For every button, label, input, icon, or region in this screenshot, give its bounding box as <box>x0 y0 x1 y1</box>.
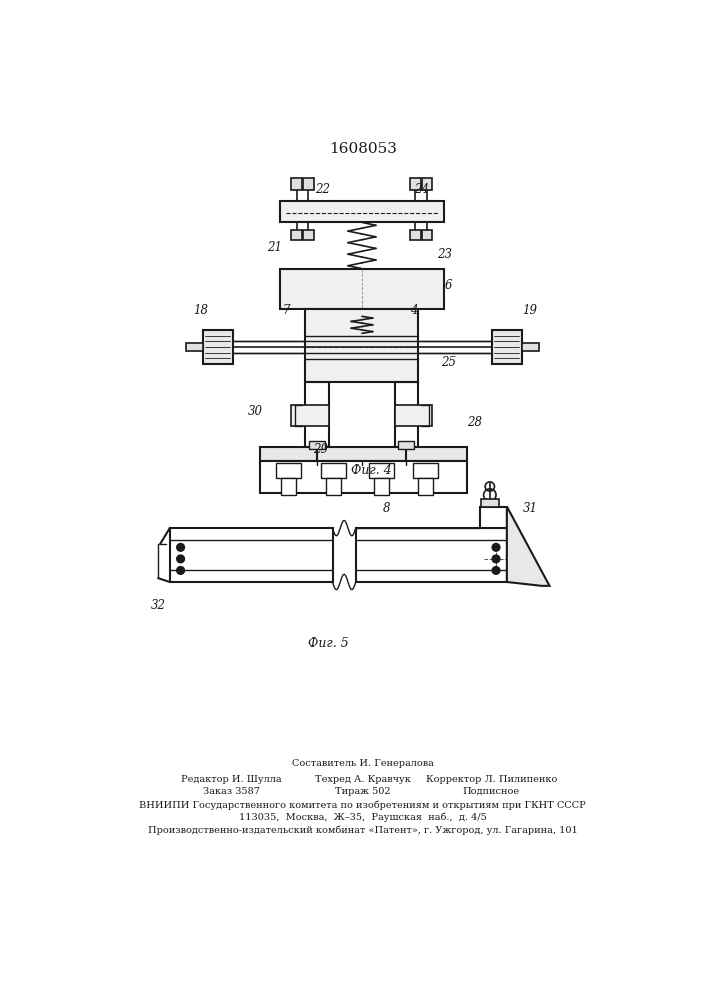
Bar <box>280 269 444 309</box>
Bar <box>281 478 296 495</box>
Bar <box>291 178 303 190</box>
Bar <box>395 405 432 426</box>
Bar <box>186 343 203 351</box>
Bar <box>522 343 539 351</box>
Text: 113035,  Москва,  Ж–35,  Раушская  наб.,  д. 4/5: 113035, Москва, Ж–35, Раушская наб., д. … <box>239 813 486 822</box>
Bar <box>421 178 433 190</box>
Bar <box>303 230 314 240</box>
Text: Фиг. 4: Фиг. 4 <box>351 464 392 477</box>
Circle shape <box>177 567 185 574</box>
Bar <box>291 230 303 240</box>
Text: 28: 28 <box>467 416 482 429</box>
Text: 25: 25 <box>441 356 456 369</box>
Circle shape <box>492 543 500 551</box>
Circle shape <box>492 555 500 563</box>
Text: 24: 24 <box>414 183 429 196</box>
Polygon shape <box>507 507 549 586</box>
Text: 29: 29 <box>313 443 328 456</box>
Bar <box>356 528 507 582</box>
Circle shape <box>177 543 185 551</box>
Bar <box>481 499 499 507</box>
Text: 22: 22 <box>315 183 330 196</box>
Text: Корректор Л. Пилипенко: Корректор Л. Пилипенко <box>426 775 557 784</box>
Bar <box>418 478 433 495</box>
Bar <box>170 528 332 582</box>
Text: 4: 4 <box>410 304 418 317</box>
Bar <box>480 507 507 528</box>
Text: Фиг. 5: Фиг. 5 <box>308 637 349 650</box>
Text: Тираж 502: Тираж 502 <box>335 787 390 796</box>
Text: 7: 7 <box>282 304 290 317</box>
Text: 19: 19 <box>522 304 537 317</box>
Bar <box>369 463 394 478</box>
Text: 30: 30 <box>247 405 262 418</box>
Circle shape <box>177 555 185 563</box>
Text: Составитель И. Генералова: Составитель И. Генералова <box>292 759 433 768</box>
Bar <box>305 309 418 382</box>
Bar <box>309 441 325 449</box>
Text: 8: 8 <box>383 502 390 515</box>
Text: 32: 32 <box>151 599 165 612</box>
Bar <box>291 405 329 426</box>
Text: 1608053: 1608053 <box>329 142 397 156</box>
Bar <box>410 230 421 240</box>
Text: Производственно-издательский комбинат «Патент», г. Ужгород, ул. Гагарина, 101: Производственно-издательский комбинат «П… <box>148 825 578 835</box>
Bar <box>421 230 433 240</box>
Text: 23: 23 <box>438 248 452 261</box>
Bar <box>280 201 444 222</box>
Bar <box>410 178 421 190</box>
Bar <box>303 178 314 190</box>
Text: Подписное: Подписное <box>463 787 520 796</box>
Text: 18: 18 <box>193 304 209 317</box>
Bar <box>276 463 300 478</box>
Text: ВНИИПИ Государственного комитета по изобретениям и открытиям при ГКНТ СССР: ВНИИПИ Государственного комитета по изоб… <box>139 801 586 810</box>
Text: Заказ 3587: Заказ 3587 <box>203 787 260 796</box>
Text: Редактор И. Шулла: Редактор И. Шулла <box>182 775 282 784</box>
Text: 21: 21 <box>267 241 282 254</box>
Bar <box>325 478 341 495</box>
Text: 6: 6 <box>445 279 452 292</box>
Bar <box>260 461 467 493</box>
Circle shape <box>492 567 500 574</box>
Bar <box>260 447 467 461</box>
Bar <box>492 330 522 364</box>
Bar <box>373 478 389 495</box>
Bar <box>203 330 233 364</box>
Bar <box>413 463 438 478</box>
Bar <box>321 463 346 478</box>
Text: Техред А. Кравчук: Техред А. Кравчук <box>315 775 411 784</box>
Text: 31: 31 <box>522 502 537 515</box>
Bar <box>398 441 414 449</box>
